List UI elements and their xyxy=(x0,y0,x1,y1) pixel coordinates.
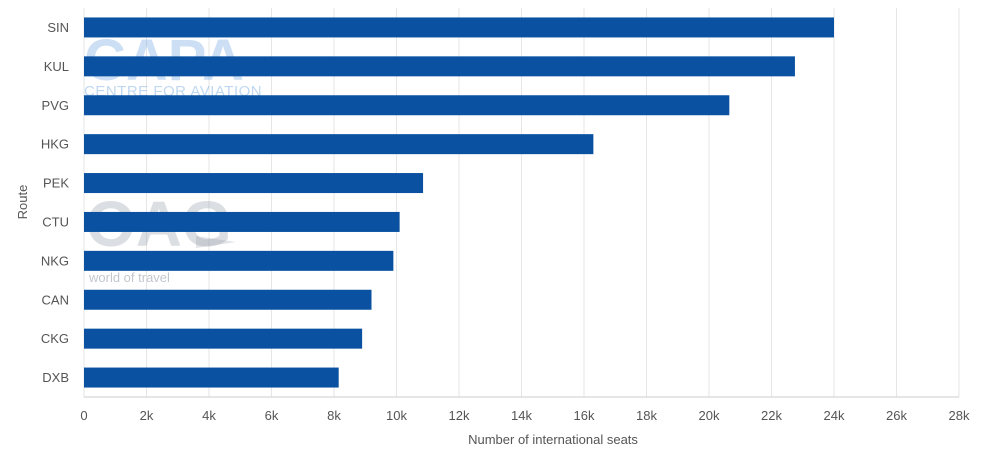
y-tick-label-kul: KUL xyxy=(44,59,69,74)
bar-pek[interactable] xyxy=(84,173,424,194)
plane-icon xyxy=(196,236,236,248)
x-tick-label: 4k xyxy=(202,408,216,423)
y-tick-label-sin: SIN xyxy=(47,20,69,35)
x-tick-label: 26k xyxy=(886,408,907,423)
bar-dxb[interactable] xyxy=(84,367,339,388)
bar-sin[interactable] xyxy=(84,17,834,38)
y-axis-title: Route xyxy=(15,185,30,220)
y-tick-label-hkg: HKG xyxy=(41,137,69,152)
x-tick-label: 24k xyxy=(824,408,845,423)
x-tick-label: 8k xyxy=(327,408,341,423)
bar-kul[interactable] xyxy=(84,56,795,77)
x-tick-label: 10k xyxy=(386,408,407,423)
y-tick-label-pvg: PVG xyxy=(42,98,69,113)
y-tick-label-nkg: NKG xyxy=(41,253,69,268)
x-tick-label: 20k xyxy=(699,408,720,423)
x-tick-label: 18k xyxy=(636,408,657,423)
bars xyxy=(84,17,834,388)
y-tick-label-can: CAN xyxy=(42,292,69,307)
y-tick-label-pek: PEK xyxy=(43,176,69,191)
bar-hkg[interactable] xyxy=(84,134,594,155)
x-tick-label: 14k xyxy=(511,408,532,423)
x-axis-title: Number of international seats xyxy=(468,432,638,447)
bar-ctu[interactable] xyxy=(84,211,400,232)
x-tick-label: 22k xyxy=(761,408,782,423)
y-tick-label-ckg: CKG xyxy=(41,331,69,346)
y-axis-tick-labels: SIN KUL PVG HKG PEK CTU NKG CAN CKG DXB xyxy=(41,20,69,385)
x-tick-label: 16k xyxy=(574,408,595,423)
bar-pvg[interactable] xyxy=(84,95,730,116)
x-tick-label: 6k xyxy=(265,408,279,423)
x-tick-label: 2k xyxy=(140,408,154,423)
y-tick-label-ctu: CTU xyxy=(42,214,69,229)
x-tick-label: 12k xyxy=(449,408,470,423)
y-tick-label-dxb: DXB xyxy=(42,370,69,385)
bar-can[interactable] xyxy=(84,289,372,310)
x-tick-label: 0 xyxy=(80,408,87,423)
x-tick-label: 28k xyxy=(949,408,970,423)
bar-ckg[interactable] xyxy=(84,328,363,349)
bar-nkg[interactable] xyxy=(84,250,394,271)
x-axis-tick-labels: 0 2k 4k 6k 8k 10k 12k 14k 16k 18k 20k 22k 24k 26k 28k xyxy=(80,408,970,423)
oag-watermark-tagline: world of travel xyxy=(88,270,170,285)
